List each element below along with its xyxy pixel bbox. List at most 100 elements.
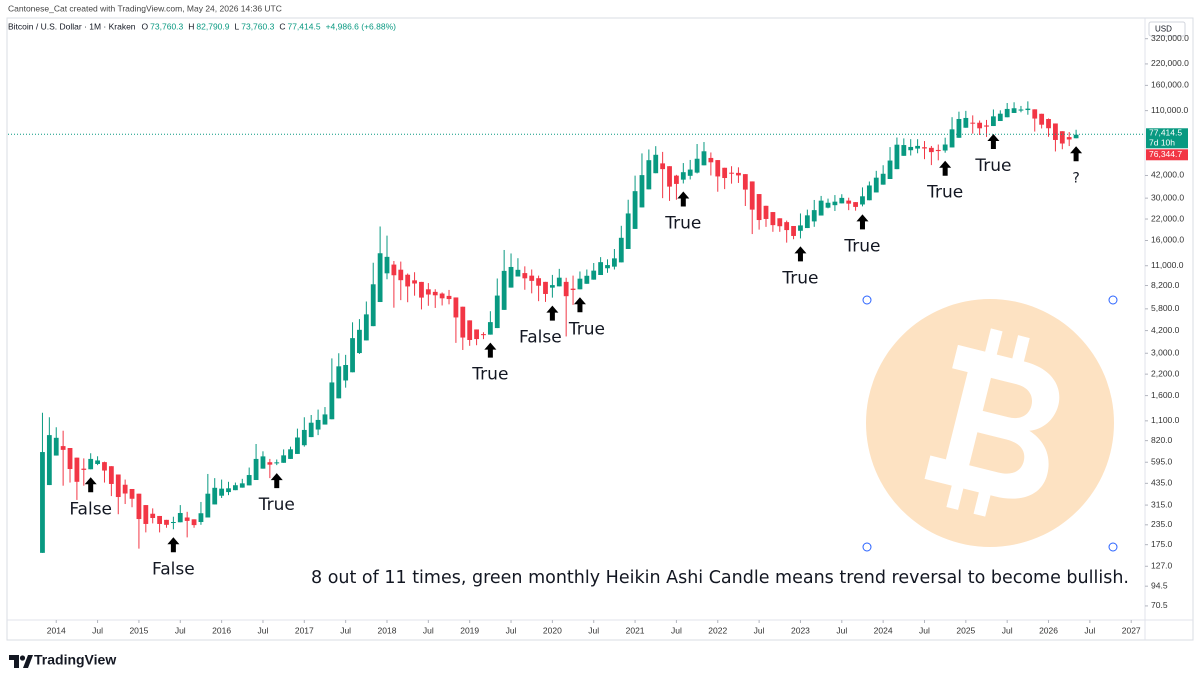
candle-body	[1073, 134, 1079, 139]
candle-body	[908, 146, 914, 151]
y-tick-label: 220,000.0	[1151, 58, 1189, 68]
candle-body	[40, 452, 45, 553]
candle-body	[439, 293, 445, 299]
candle-body	[804, 215, 810, 229]
candle-body	[639, 175, 645, 208]
handle[interactable]	[1108, 295, 1118, 305]
footer-logo: TradingView	[9, 652, 116, 668]
candle-body	[74, 457, 80, 482]
candle-body	[680, 172, 686, 180]
ohlc-value: 82,790.9	[196, 21, 229, 31]
candle-body	[102, 462, 107, 471]
ohlc-key: C	[279, 21, 285, 31]
handle[interactable]	[1108, 542, 1118, 552]
annotation-label: False	[69, 499, 112, 519]
candle-body	[701, 151, 707, 166]
candle-body	[357, 329, 362, 354]
x-tick-label: 2019	[460, 625, 479, 635]
candle-body	[612, 258, 617, 267]
arrow	[939, 160, 952, 176]
candle-body	[997, 113, 1003, 122]
y-tick-label: 3,000.0	[1151, 348, 1180, 358]
candle-body	[184, 517, 190, 521]
y-tick-label: 315.0	[1151, 499, 1173, 509]
candle-body	[915, 145, 920, 149]
last-price-label: 77,414.5	[1149, 128, 1182, 138]
candle-body	[777, 218, 783, 227]
candle-body	[67, 448, 73, 470]
candle-body	[894, 144, 900, 170]
candle-body	[60, 446, 66, 450]
change: +4,986.6 (+6.88%)	[326, 21, 397, 31]
symbol: Bitcoin / U.S. Dollar · 1M · Kraken	[8, 21, 136, 31]
candle-body	[880, 173, 886, 185]
y-tick-label: 160,000.0	[1151, 80, 1189, 90]
candle-body	[866, 185, 872, 201]
x-tick-label: 2016	[212, 625, 231, 635]
candle-body	[336, 366, 342, 399]
candle-body	[487, 322, 493, 335]
y-tick-label: 8,200.0	[1151, 280, 1180, 290]
arrow	[677, 191, 690, 207]
candle-body	[81, 468, 87, 470]
handle[interactable]	[862, 295, 872, 305]
candle-body	[570, 288, 576, 290]
arrow	[987, 134, 1000, 150]
candle-body	[205, 493, 211, 518]
ohlc-key: O	[142, 21, 149, 31]
annotation-label: ?	[1072, 170, 1079, 186]
candle-body	[942, 144, 948, 151]
candle-body	[984, 125, 989, 127]
brand: TradingView	[34, 652, 116, 668]
y-tick-label: 2,200.0	[1151, 368, 1180, 378]
candle-body	[315, 419, 321, 430]
logo-dot	[19, 655, 26, 661]
ohlc-value: 73,760.3	[241, 21, 274, 31]
candle-body	[46, 435, 52, 486]
x-tick-label: 2024	[874, 625, 893, 635]
candle-body	[543, 281, 548, 294]
x-tick-label: Jul	[836, 625, 847, 635]
candle-body	[618, 237, 624, 263]
annotation-label: True	[471, 365, 508, 385]
y-tick-label: 820.0	[1151, 435, 1173, 445]
x-tick-label: Jul	[919, 625, 930, 635]
candle-body	[846, 200, 852, 204]
y-tick-label: 42,000.0	[1151, 170, 1184, 180]
x-tick-label: Jul	[175, 625, 186, 635]
candle-body	[791, 225, 796, 236]
candle-body	[577, 278, 583, 290]
x-tick-label: Jul	[506, 625, 517, 635]
candle-body	[825, 202, 831, 208]
candle-body	[481, 334, 486, 336]
candle-body	[722, 167, 728, 179]
candle-body	[1053, 123, 1058, 140]
candle-body	[584, 275, 590, 284]
currency-button[interactable]	[1148, 21, 1186, 37]
candle-body	[653, 154, 659, 174]
candle-body	[405, 274, 411, 287]
countdown: 7d 10h	[1149, 138, 1175, 148]
candle-body	[763, 205, 769, 219]
candle-body	[632, 191, 638, 229]
candle-body	[136, 493, 142, 520]
annotation-label: False	[152, 559, 195, 579]
candle-body	[687, 169, 693, 176]
candle-body	[667, 166, 672, 187]
last-price-box	[1146, 128, 1188, 149]
x-tick-label: Jul	[258, 625, 269, 635]
x-tick-label: 2015	[129, 625, 148, 635]
candle-body	[115, 474, 121, 498]
candle-body	[246, 475, 252, 486]
y-tick-label: 175.0	[1151, 539, 1173, 549]
candle-body	[419, 281, 424, 298]
x-tick-label: 2020	[543, 625, 562, 635]
handle[interactable]	[862, 542, 872, 552]
x-tick-label: Jul	[423, 625, 434, 635]
candle-body	[928, 147, 934, 153]
ohlc-value: 77,414.5	[287, 21, 320, 31]
candle-body	[95, 460, 100, 464]
candle-body	[363, 314, 369, 341]
candle-body	[674, 175, 679, 184]
